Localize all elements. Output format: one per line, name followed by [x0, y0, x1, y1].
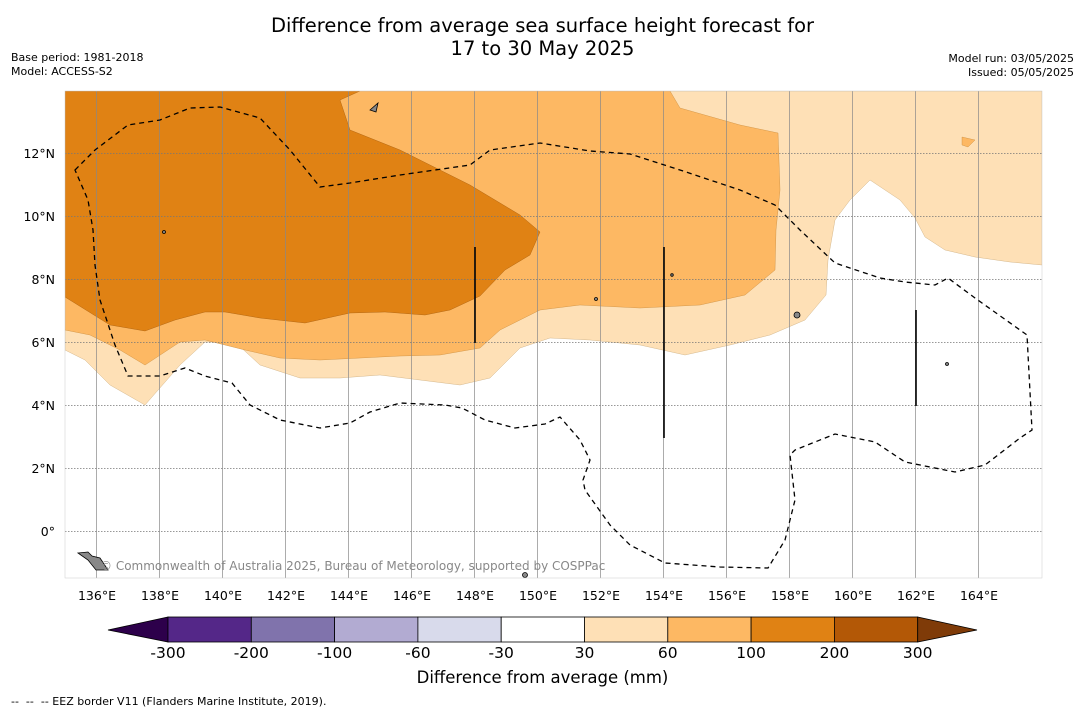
eez-footnote: -- -- -- EEZ border V11 (Flanders Marine… — [11, 695, 327, 708]
island — [162, 230, 166, 234]
colorbar-tick: -60 — [405, 644, 430, 662]
lon-tick-label: 162°E — [897, 588, 935, 603]
colorbar-segment — [417, 616, 502, 643]
lon-tick-label: 136°E — [78, 588, 116, 603]
model-run: Model run: 03/05/2025 — [948, 52, 1074, 65]
lon-tick-label: 144°E — [330, 588, 368, 603]
colorbar-tick: -100 — [317, 644, 352, 662]
island — [670, 273, 674, 277]
colorbar-tick: 60 — [658, 644, 678, 662]
gridlines — [96, 91, 979, 578]
island — [945, 362, 949, 366]
meta-left: Base period: 1981-2018 Model: ACCESS-S2 — [11, 51, 143, 79]
lon-tick-label: 156°E — [708, 588, 746, 603]
lat-tick-label: 2°N — [31, 461, 55, 476]
latitude-tick-labels: 12°N 10°N 8°N 6°N 4°N 2°N 0° — [23, 146, 55, 539]
map-area: © Commonwealth of Australia 2025, Bureau… — [65, 91, 1042, 578]
island — [793, 311, 801, 319]
colorbar-tick: 200 — [820, 644, 850, 662]
colorbar-segment — [667, 616, 752, 643]
island — [369, 101, 379, 113]
lon-tick-label: 146°E — [393, 588, 431, 603]
colorbar-tick: 30 — [575, 644, 595, 662]
colorbar-tick: -200 — [234, 644, 269, 662]
lon-tick-label: 164°E — [960, 588, 998, 603]
colorbar-segment — [584, 616, 669, 643]
lat-tick-label: 12°N — [23, 146, 55, 161]
island — [76, 551, 109, 571]
colorbar-tick-labels: -300 -200 -100 -60 -30 30 60 100 200 300 — [150, 644, 932, 662]
model-name: Model: ACCESS-S2 — [11, 65, 113, 78]
colorbar-tick: -300 — [150, 644, 185, 662]
colorbar-segment — [334, 616, 419, 643]
copyright-notice: © Commonwealth of Australia 2025, Bureau… — [100, 559, 605, 573]
band-100-200 — [65, 91, 541, 332]
lon-tick-label: 148°E — [456, 588, 494, 603]
issued-date: Issued: 05/05/2025 — [967, 66, 1074, 79]
colorbar-segment — [500, 616, 585, 643]
colorbar-tick: -30 — [489, 644, 514, 662]
lat-tick-label: 8°N — [31, 272, 55, 287]
lon-tick-label: 138°E — [141, 588, 179, 603]
island — [594, 297, 598, 301]
lon-tick-label: 140°E — [204, 588, 242, 603]
map-frame — [64, 90, 1043, 579]
title-line-2: 17 to 30 May 2025 — [450, 37, 635, 60]
parallels — [65, 153, 1042, 532]
lon-tick-label: 158°E — [771, 588, 809, 603]
lon-tick-label: 154°E — [645, 588, 683, 603]
colorbar-tick: 300 — [903, 644, 933, 662]
lon-tick-label: 152°E — [582, 588, 620, 603]
lat-tick-label: 10°N — [23, 209, 55, 224]
meta-right: Model run: 03/05/2025 Issued: 05/05/2025 — [948, 52, 1074, 80]
map-title: Difference from average sea surface heig… — [0, 14, 1085, 60]
colorbar-segment — [834, 616, 919, 643]
colorbar-under-arrow — [107, 616, 169, 643]
lon-tick-label: 150°E — [519, 588, 557, 603]
title-line-1: Difference from average sea surface heig… — [270, 14, 815, 37]
colorbar-segment — [750, 616, 835, 643]
island — [522, 572, 528, 578]
eez-border — [74, 106, 1033, 569]
lon-tick-label: 142°E — [267, 588, 305, 603]
longitude-tick-labels: 136°E 138°E 140°E 142°E 144°E 146°E 148°… — [78, 588, 998, 603]
band-small-patch — [961, 136, 976, 148]
lat-tick-label: 6°N — [31, 335, 55, 350]
lon-tick-label: 160°E — [834, 588, 872, 603]
colorbar-tick: 100 — [736, 644, 766, 662]
colorbar — [107, 616, 978, 643]
islands — [76, 101, 949, 578]
lat-tick-label: 0° — [41, 524, 55, 539]
base-period: Base period: 1981-2018 — [11, 51, 144, 64]
colorbar-segment — [250, 616, 336, 643]
colorbar-label: Difference from average (mm) — [416, 668, 669, 687]
lat-tick-label: 4°N — [31, 398, 55, 413]
colorbar-segment — [167, 616, 252, 643]
colorbar-over-arrow — [917, 616, 978, 643]
